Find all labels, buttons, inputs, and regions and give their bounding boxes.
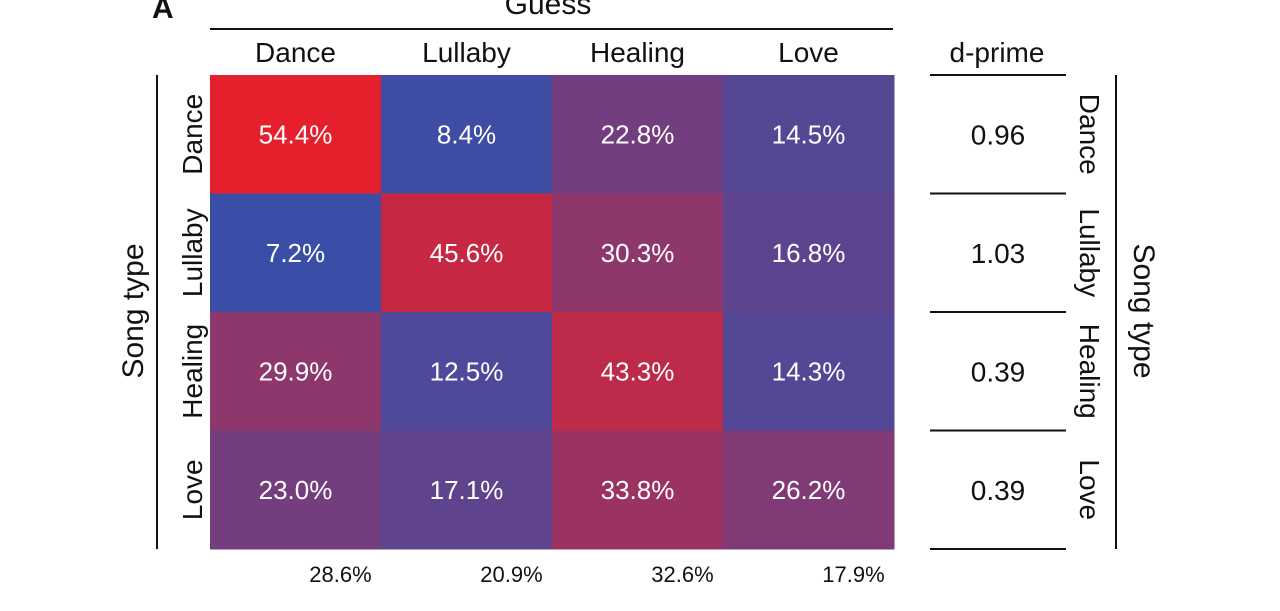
column-totals: 28.6% 20.9% 32.6% 17.9% xyxy=(309,562,884,587)
column-total-lullaby: 20.9% xyxy=(480,562,542,587)
heatmap-cell-healing-love xyxy=(723,312,895,431)
heatmap-cell-dance-healing xyxy=(552,75,724,194)
column-total-healing: 32.6% xyxy=(651,562,713,587)
cell-value-label: 23.0% xyxy=(259,475,333,505)
heatmap-cell-love-healing xyxy=(552,430,724,550)
cell-value-label: 8.4% xyxy=(437,119,496,149)
heatmap-cell-lullaby-dance xyxy=(210,193,382,313)
heatmap-cell-lullaby-healing xyxy=(552,193,724,313)
heatmap-cell-dance-dance xyxy=(210,75,382,194)
cell-value-label: 45.6% xyxy=(430,238,504,268)
cell-value-label: 30.3% xyxy=(601,238,675,268)
dprime-value-lullaby: 1.03 xyxy=(971,238,1026,269)
cell-value-label: 22.8% xyxy=(601,119,675,149)
row-label-lullaby: Lullaby xyxy=(177,208,208,297)
heatmap-cell-love-dance xyxy=(210,430,382,550)
column-label-love: Love xyxy=(778,37,839,68)
cell-value-label: 29.9% xyxy=(259,356,333,386)
cell-value-label: 7.2% xyxy=(266,238,325,268)
panel-label: A xyxy=(152,0,174,25)
cell-value-label: 17.1% xyxy=(430,475,504,505)
heatmap-cell-dance-lullaby xyxy=(381,75,553,194)
cell-value-label: 26.2% xyxy=(772,475,846,505)
cell-value-label: 12.5% xyxy=(430,356,504,386)
heatmap-cell-healing-lullaby xyxy=(381,312,553,431)
column-labels: Dance Lullaby Healing Love xyxy=(255,37,839,68)
column-total-dance: 28.6% xyxy=(309,562,371,587)
cell-value-label: 43.3% xyxy=(601,356,675,386)
heatmap-cell-love-lullaby xyxy=(381,430,553,550)
heatmap-cell-healing-dance xyxy=(210,312,382,431)
heatmap-cells: 54.4% 8.4% 22.8% 14.5% 7.2% 45.6% 30.3% 16.8% 29… xyxy=(210,75,895,550)
dprime-value-love: 0.39 xyxy=(971,475,1026,506)
column-label-lullaby: Lullaby xyxy=(422,37,511,68)
cell-value-label: 14.3% xyxy=(772,356,846,386)
dprime-value-healing: 0.39 xyxy=(971,356,1026,387)
row-labels: Dance Lullaby Healing Love xyxy=(177,94,208,520)
heatmap-cell-healing-healing xyxy=(552,312,724,431)
dprime-value-dance: 0.96 xyxy=(971,119,1026,150)
dprime-table: 0.96 Dance 1.03 Lullaby 0.39 Healing 0.39 Love xyxy=(930,74,1105,550)
dprime-row-label-dance: Dance xyxy=(1074,94,1105,175)
x-axis-title: Guess xyxy=(505,0,592,21)
dprime-row-label-lullaby: Lullaby xyxy=(1074,208,1105,297)
row-label-dance: Dance xyxy=(177,94,208,175)
cell-value-label: 54.4% xyxy=(259,119,333,149)
cell-value-label: 33.8% xyxy=(601,475,675,505)
column-total-love: 17.9% xyxy=(822,562,884,587)
right-y-axis-title: Song type xyxy=(1127,243,1160,378)
row-label-love: Love xyxy=(177,459,208,520)
heatmap-cell-lullaby-lullaby xyxy=(381,193,553,313)
column-label-dance: Dance xyxy=(255,37,336,68)
dprime-row-label-love: Love xyxy=(1074,459,1105,520)
y-axis-title: Song type xyxy=(117,243,150,378)
cell-value-label: 16.8% xyxy=(772,238,846,268)
cell-value-label: 14.5% xyxy=(772,119,846,149)
dprime-header: d-prime xyxy=(950,37,1045,68)
row-label-healing: Healing xyxy=(177,324,208,419)
dprime-row-label-healing: Healing xyxy=(1074,324,1105,419)
column-label-healing: Healing xyxy=(590,37,685,68)
heatmap-cell-dance-love xyxy=(723,75,895,194)
heatmap-cell-love-love xyxy=(723,430,895,550)
heatmap-cell-lullaby-love xyxy=(723,193,895,313)
